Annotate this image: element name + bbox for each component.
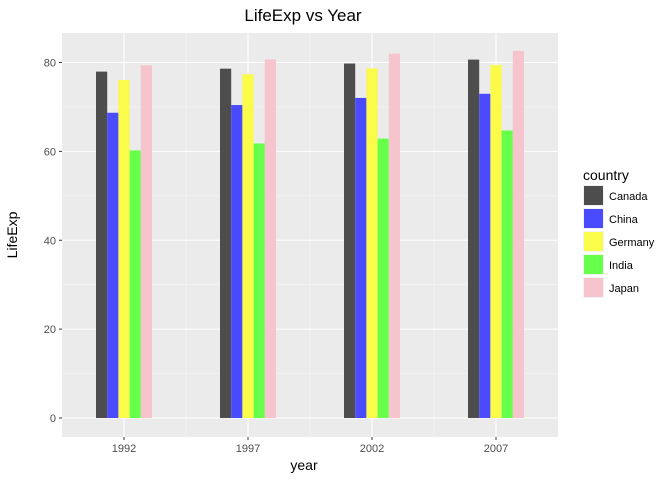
- bar-india-2002: [377, 138, 389, 418]
- legend-label-china: China: [609, 214, 639, 226]
- y-tick-label: 40: [44, 235, 56, 247]
- bar-canada-1997: [220, 68, 232, 419]
- bar-china-1992: [107, 112, 119, 418]
- x-tick-label: 1992: [112, 443, 136, 455]
- legend-key-china: [584, 209, 603, 228]
- bar-japan-1992: [140, 65, 152, 418]
- legend-title: country: [583, 167, 629, 183]
- y-tick-label: 80: [44, 58, 56, 70]
- y-axis: 0 20 40 60 80: [44, 58, 62, 425]
- bar-germany-2002: [366, 68, 378, 418]
- bar-japan-2002: [388, 53, 400, 419]
- bar-canada-2002: [344, 63, 356, 419]
- chart-title: LifeExp vs Year: [244, 6, 362, 25]
- legend-key-japan: [584, 278, 603, 297]
- legend-label-india: India: [609, 260, 634, 272]
- legend-label-japan: Japan: [609, 283, 639, 295]
- bar-india-1992: [129, 150, 141, 418]
- legend-key-germany: [584, 232, 603, 251]
- x-axis: 1992 1997 2002 2007: [112, 437, 508, 455]
- bar-canada-2007: [468, 59, 480, 419]
- x-tick-label: 1997: [236, 443, 260, 455]
- bar-japan-1997: [264, 59, 276, 419]
- bar-japan-2007: [512, 50, 524, 418]
- legend-label-germany: Germany: [609, 237, 655, 249]
- bars: [96, 50, 524, 419]
- y-axis-label: LifeExp: [4, 211, 20, 258]
- legend: country Canada China Germany India Japan: [583, 167, 655, 298]
- bar-china-2002: [355, 97, 367, 419]
- bar-india-1997: [253, 143, 265, 418]
- y-tick-label: 60: [44, 146, 56, 158]
- bar-canada-1992: [96, 71, 108, 419]
- bar-china-2007: [479, 93, 491, 418]
- bar-germany-1997: [242, 74, 254, 418]
- bar-china-1997: [231, 105, 243, 418]
- y-tick-label: 0: [50, 413, 56, 425]
- bar-germany-1992: [118, 79, 130, 419]
- legend-key-canada: [584, 186, 603, 205]
- x-tick-label: 2007: [484, 443, 508, 455]
- legend-key-india: [584, 255, 603, 274]
- legend-label-canada: Canada: [609, 191, 648, 203]
- x-axis-label: year: [290, 457, 318, 473]
- bar-germany-2007: [490, 65, 502, 419]
- x-tick-label: 2002: [360, 443, 384, 455]
- bar-india-2007: [501, 130, 513, 419]
- y-tick-label: 20: [44, 324, 56, 336]
